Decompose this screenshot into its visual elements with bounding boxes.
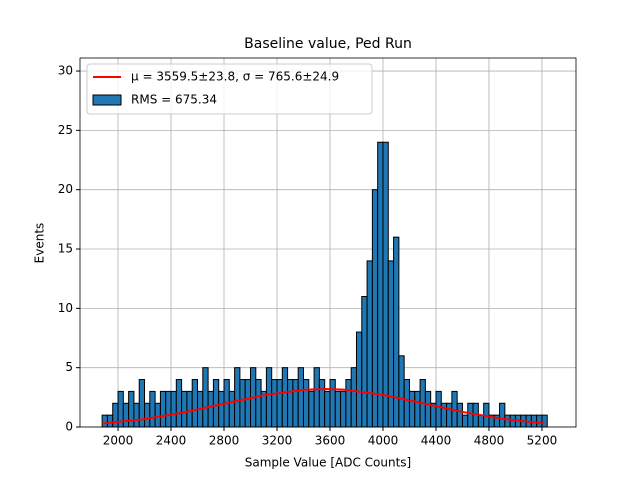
bar (228, 390, 236, 428)
legend-label: RMS = 675.34 (131, 93, 217, 107)
axes-frame (79, 57, 577, 428)
bar (154, 402, 161, 428)
bar (186, 390, 193, 428)
bar (265, 367, 273, 428)
bar (340, 390, 347, 428)
legend: μ = 3559.5±23.8, σ = 765.6±24.9 RMS = 675… (86, 63, 373, 115)
bar (281, 367, 289, 428)
bar (345, 379, 352, 428)
y-tick-label: 25 (58, 123, 73, 137)
x-tick-label: 3600 (315, 434, 346, 448)
bar (414, 390, 421, 428)
bar (446, 402, 453, 428)
bar (387, 260, 395, 428)
bar (218, 390, 225, 428)
bar (302, 379, 310, 428)
bar (366, 260, 373, 428)
bar (207, 390, 214, 428)
bar (504, 414, 511, 428)
bar (149, 390, 156, 428)
bar (499, 402, 506, 428)
bar (165, 390, 172, 428)
bar (255, 379, 262, 428)
bar (477, 414, 485, 428)
bar (239, 379, 246, 428)
bar (308, 390, 315, 428)
fit-line (102, 388, 545, 425)
chart-title: Baseline value, Ped Run (244, 36, 412, 52)
bar (170, 390, 177, 428)
bar (361, 295, 368, 428)
x-tick-label: 2000 (103, 434, 134, 448)
bar (271, 379, 278, 428)
bar (106, 414, 114, 428)
bar (530, 414, 538, 428)
bar (133, 402, 140, 428)
bar (398, 355, 405, 428)
legend-box (86, 63, 373, 115)
bar (424, 390, 432, 428)
bar (408, 390, 416, 428)
bar (101, 414, 108, 428)
bar (234, 367, 241, 428)
bar (329, 379, 336, 428)
bar (382, 141, 389, 428)
bar (297, 367, 304, 428)
x-tick-label: 2800 (209, 434, 240, 448)
x-tick-label: 4800 (474, 434, 505, 448)
bar (403, 379, 410, 428)
x-tick-label: 4000 (368, 434, 399, 448)
bar (355, 331, 363, 428)
legend-label: μ = 3559.5±23.8, σ = 765.6±24.9 (131, 70, 339, 84)
x-tick-label: 3200 (262, 434, 293, 448)
y-tick-label: 30 (58, 64, 73, 78)
y-tick-label: 5 (65, 360, 73, 374)
y-tick-label: 20 (58, 182, 73, 196)
bar (377, 141, 384, 428)
y-tick-label: 10 (58, 301, 73, 315)
bar (541, 414, 548, 428)
bar (212, 379, 220, 428)
bar (244, 379, 251, 428)
bar (318, 379, 326, 428)
bar (350, 367, 357, 428)
bar (112, 402, 119, 428)
bar (292, 379, 299, 428)
bar (536, 414, 543, 428)
bar (276, 379, 283, 428)
y-axis-label: Events (33, 223, 47, 264)
bar (260, 390, 267, 428)
x-tick-label: 2400 (156, 434, 187, 448)
bar (181, 390, 188, 428)
x-axis-label: Sample Value [ADC Counts] (245, 456, 411, 470)
bar (287, 379, 294, 428)
x-tick-label: 4400 (421, 434, 452, 448)
bar (334, 390, 342, 428)
bar (456, 402, 463, 428)
bar (313, 367, 320, 428)
bar (191, 379, 199, 428)
x-tick-label: 5200 (527, 434, 558, 448)
legend-patch (92, 94, 122, 106)
y-tick-label: 15 (58, 242, 73, 256)
bar (122, 402, 130, 428)
bar (202, 367, 209, 428)
bar (435, 390, 442, 428)
bar (467, 402, 474, 428)
bar (461, 414, 469, 428)
bar (159, 390, 167, 428)
bar (324, 390, 331, 428)
bar (175, 379, 183, 428)
bar (144, 402, 151, 428)
bar (371, 189, 379, 428)
y-tick-label: 0 (65, 420, 73, 434)
